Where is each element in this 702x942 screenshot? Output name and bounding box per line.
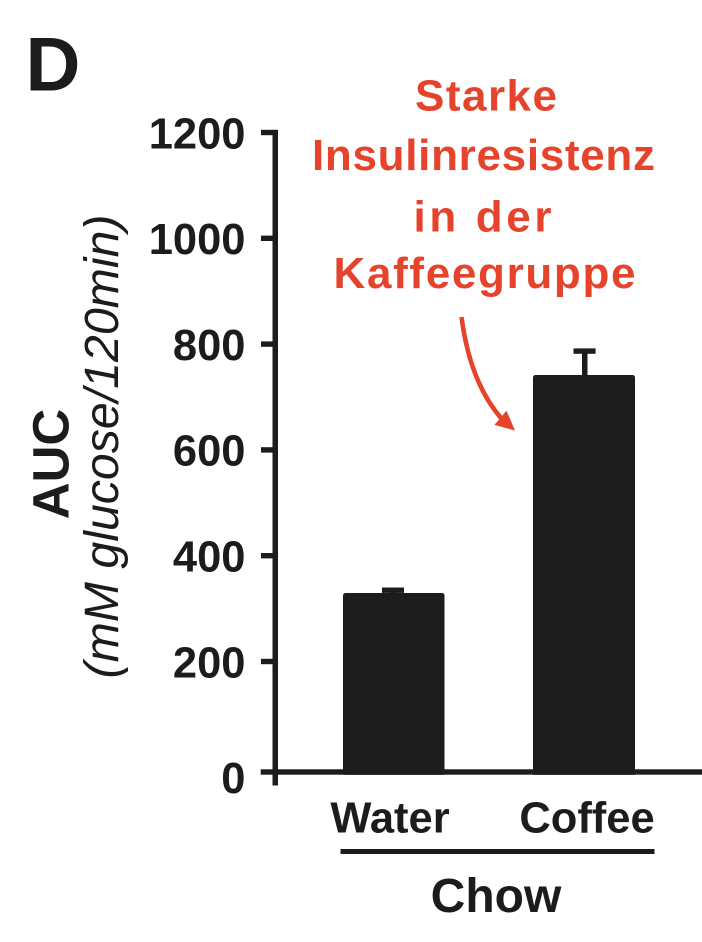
svg-text:600: 600 (173, 428, 246, 476)
svg-text:in der: in der (414, 193, 552, 242)
svg-text:Insulinresistenz: Insulinresistenz (312, 131, 655, 180)
svg-text:Chow: Chow (431, 870, 562, 923)
svg-text:(mM glucose/120min): (mM glucose/120min) (76, 214, 129, 678)
svg-text:400: 400 (173, 534, 246, 582)
svg-text:0: 0 (221, 755, 245, 803)
svg-text:Coffee: Coffee (519, 794, 654, 842)
svg-text:Water: Water (330, 794, 449, 842)
svg-text:1000: 1000 (149, 216, 246, 264)
svg-text:1200: 1200 (149, 110, 246, 158)
svg-text:D: D (26, 23, 81, 108)
svg-text:AUC: AUC (23, 409, 80, 520)
svg-text:800: 800 (173, 322, 246, 370)
svg-text:Starke: Starke (415, 72, 557, 121)
svg-text:200: 200 (173, 639, 246, 687)
svg-text:Kaffeegruppe: Kaffeegruppe (334, 249, 636, 298)
